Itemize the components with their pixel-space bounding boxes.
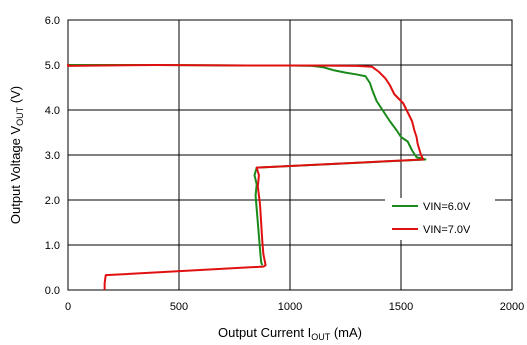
y-tick-label: 1.0 [45,240,60,252]
plot-area [67,19,513,291]
y-axis-title-main: Output Voltage V [8,126,23,225]
x-axis-title-main: Output Current I [218,325,311,340]
y-tick-label: 0.0 [45,285,60,297]
y-tick-label: 5.0 [45,60,60,72]
x-tick-label: 0 [65,301,71,313]
legend-label-vin-6v: VIN=6.0V [423,201,471,213]
series-line-vin-6v [68,64,427,266]
x-axis-title: Output Current IOUT (mA) [218,325,362,342]
y-axis-title-sub: OUT [15,106,25,126]
x-axis-title-sub: OUT [311,332,331,342]
x-tick-label: 1000 [278,301,302,313]
grid-lines [67,19,513,291]
legend-label-vin-7v: VIN=7.0V [423,224,471,236]
x-axis-title-unit: (mA) [330,325,362,340]
y-axis-title: Output Voltage VOUT (V) [8,86,25,224]
x-tick-label: 2000 [500,301,524,313]
y-tick-label: 6.0 [45,15,60,27]
y-axis-title-unit: (V) [8,86,23,107]
y-tick-label: 3.0 [45,150,60,162]
series-lines [67,64,427,290]
series-line-vin-7v [67,64,425,290]
x-tick-label: 1500 [389,301,413,313]
x-tick-label: 500 [170,301,188,313]
y-tick-label: 4.0 [45,105,60,117]
legend: VIN=6.0V VIN=7.0V [385,198,495,240]
tick-labels: 0 500 1000 1500 2000 0.0 1.0 2.0 3.0 4.0 5.0 6.0 [45,15,525,313]
y-tick-label: 2.0 [45,195,60,207]
